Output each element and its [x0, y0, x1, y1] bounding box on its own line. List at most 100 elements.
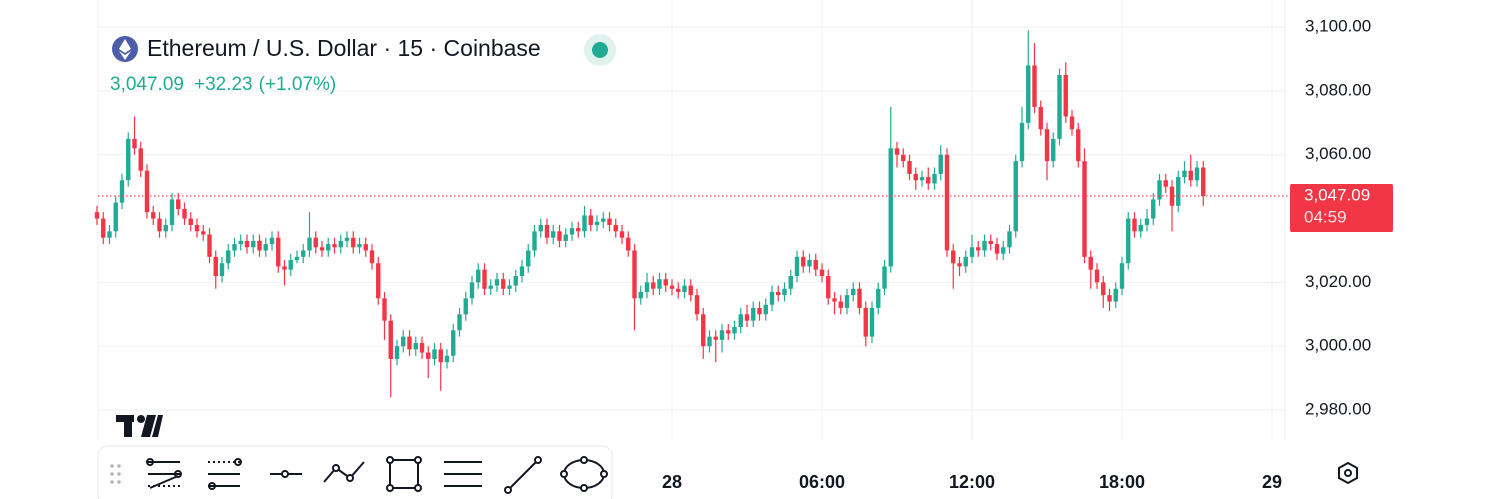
candle-body [1051, 138, 1056, 162]
candle-body [851, 288, 856, 296]
tool-text-lines[interactable] [444, 461, 482, 487]
candle-body [113, 202, 118, 232]
candle-body [451, 330, 456, 356]
symbol-logo-mark [119, 39, 131, 60]
candle-body [394, 346, 400, 359]
last-price-tag [1290, 183, 1393, 232]
candle-body [226, 250, 231, 264]
candle-body [744, 314, 750, 321]
candle-body [1069, 116, 1075, 130]
candle-body [844, 295, 850, 308]
candle-body [232, 244, 237, 251]
candle-body [794, 256, 800, 276]
candle-body [882, 266, 887, 289]
y-tick-label: 2,980.00 [1305, 399, 1371, 418]
candle-body [613, 224, 618, 232]
candle-body [601, 218, 606, 222]
candle-body [144, 170, 150, 213]
candle-body [532, 231, 537, 251]
candle-body [919, 177, 925, 181]
candle-body [907, 161, 912, 174]
candle-body [1088, 256, 1093, 270]
tool-horizontal-line[interactable] [270, 470, 302, 478]
candle-body [1113, 288, 1118, 302]
candle-body [863, 307, 868, 337]
candle-body [401, 336, 406, 347]
candle-body [294, 256, 300, 261]
candle-body [432, 349, 437, 359]
candle-body [1182, 170, 1187, 178]
candle-body [913, 173, 918, 181]
x-tick-label: 29 [1262, 472, 1282, 492]
candle-body [951, 250, 956, 264]
candle-body [1007, 231, 1012, 248]
candle-body [638, 291, 643, 299]
candle-body [1038, 106, 1043, 130]
candle-body [126, 138, 131, 181]
candle-body [101, 218, 106, 238]
candle-body [926, 177, 931, 184]
candle-body [326, 244, 331, 251]
candle-body [332, 244, 337, 248]
candle-body [263, 244, 268, 251]
header-change-pct: (+1.07%) [259, 74, 337, 95]
candle-body [388, 320, 393, 359]
tool-trend-line[interactable] [504, 456, 542, 494]
symbol-title[interactable]: Ethereum / U.S. Dollar · 15 · Coinbase [147, 35, 541, 61]
candle-body [888, 148, 893, 267]
candle-body [713, 336, 718, 340]
candle-body [657, 279, 662, 289]
candle-body [1107, 295, 1112, 302]
candle-body [519, 266, 525, 276]
candle-body [869, 307, 875, 337]
candle-body [738, 314, 743, 328]
tool-rectangle[interactable] [386, 456, 422, 492]
tool-pitchfork[interactable] [208, 458, 242, 490]
candle-body [457, 314, 462, 331]
tool-fib[interactable] [146, 458, 182, 489]
candle-body [651, 282, 656, 289]
last-price-label: 3,047.09 [1304, 185, 1370, 204]
tool-path[interactable] [323, 461, 365, 483]
candle-body [407, 336, 412, 350]
candle-body [363, 244, 368, 251]
candle-body [1082, 161, 1087, 257]
candle-body [1126, 218, 1131, 264]
settings-button[interactable] [1338, 461, 1358, 485]
candle-body [994, 244, 1000, 254]
candle-body [176, 199, 181, 209]
candle-body [182, 208, 187, 219]
candle-body [238, 240, 243, 245]
candle-body [688, 285, 693, 296]
candle-body [107, 231, 112, 238]
candle-body [163, 224, 168, 232]
candle-body [1144, 218, 1150, 225]
candle-body [669, 285, 675, 289]
tool-ellipse[interactable] [560, 456, 608, 492]
countdown: 04:59 [1304, 207, 1347, 226]
candle-body [1019, 122, 1025, 162]
header-price: 3,047.09 [110, 74, 184, 95]
candle-body [494, 279, 500, 286]
candle-body [151, 212, 156, 219]
candle-body [894, 148, 900, 155]
candle-body [1163, 180, 1168, 187]
candle-body [413, 343, 418, 350]
candle-body [338, 240, 343, 248]
candle-body [726, 330, 731, 334]
candle-body [269, 237, 275, 245]
x-tick-label: 06:00 [799, 472, 845, 492]
candle-body [482, 269, 487, 289]
candle-body [694, 295, 700, 315]
candle-body [94, 212, 100, 219]
candle-body [1044, 129, 1050, 162]
y-tick-label: 3,020.00 [1305, 272, 1371, 291]
candle-body [588, 215, 593, 225]
candle-body [976, 247, 981, 251]
candle-body [557, 231, 562, 241]
toolbar-handle[interactable] [110, 464, 121, 484]
candle-body [594, 221, 600, 225]
candle-body [838, 301, 843, 308]
